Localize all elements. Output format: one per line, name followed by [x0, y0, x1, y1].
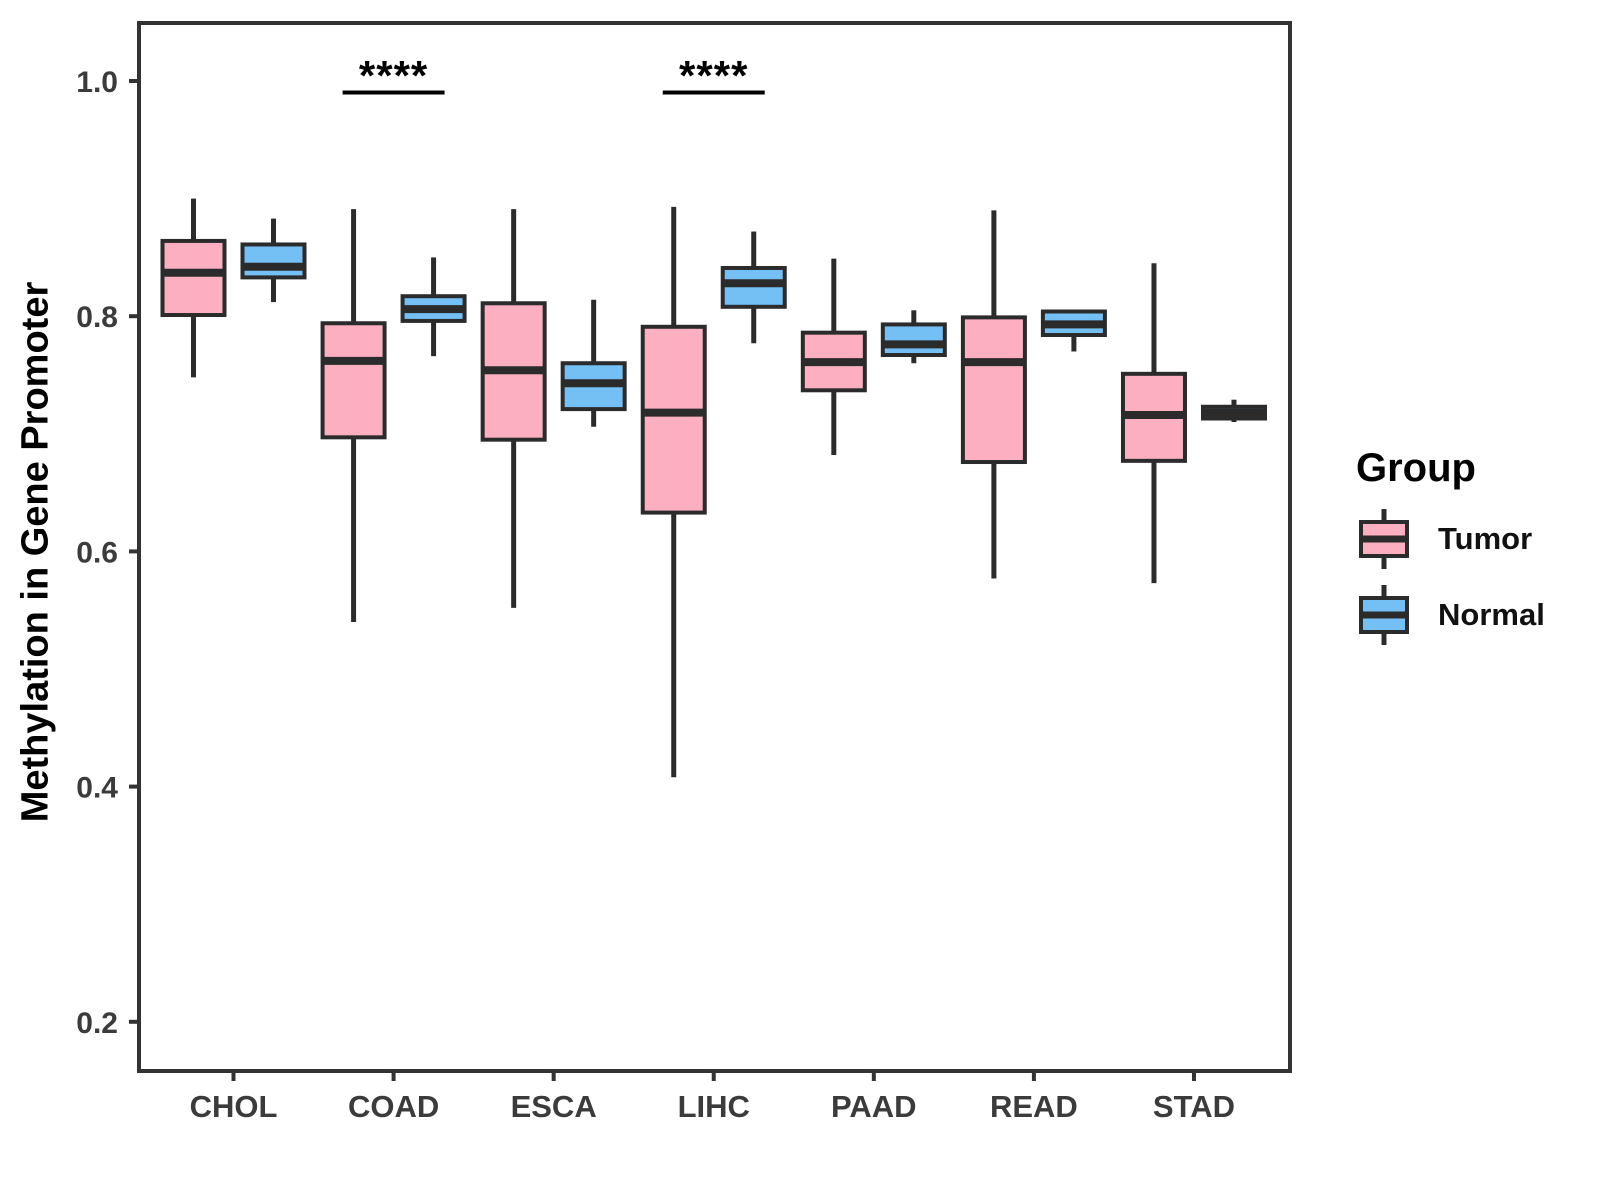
- x-tick-label-coad: COAD: [348, 1089, 439, 1124]
- normal-box-lihc: [720, 265, 787, 309]
- legend-key-tumor-icon: [1359, 509, 1409, 569]
- y-tick-label: 0.6: [76, 536, 118, 569]
- legend-item-tumor: Tumor: [1356, 507, 1545, 571]
- normal-box-chol: [240, 242, 307, 280]
- tumor-box-read: [960, 315, 1027, 465]
- y-tick-label: 0.2: [76, 1007, 118, 1040]
- y-tick-label: 0.4: [76, 772, 118, 805]
- y-tick-label: 1.0: [76, 66, 118, 99]
- legend-label-normal: Normal: [1438, 597, 1545, 632]
- legend-key-normal-icon: [1359, 585, 1409, 645]
- x-tick-label-lihc: LIHC: [678, 1089, 750, 1124]
- x-tick-label-read: READ: [990, 1089, 1078, 1124]
- tumor-box-lihc: [640, 324, 707, 515]
- legend-title: Group: [1356, 446, 1476, 490]
- legend: Group Tumor Normal: [1356, 446, 1545, 659]
- tumor-box-chol: [160, 238, 227, 318]
- tumor-box-coad: [320, 321, 387, 440]
- x-tick-label-paad: PAAD: [831, 1089, 917, 1124]
- x-tick-label-stad: STAD: [1153, 1089, 1235, 1124]
- legend-item-normal: Normal: [1356, 583, 1545, 647]
- normal-box-paad: [880, 322, 947, 358]
- y-tick-label: 0.8: [76, 301, 118, 334]
- panel-border: [137, 21, 1292, 1073]
- x-tick-label-esca: ESCA: [511, 1089, 597, 1124]
- legend-items: Tumor Normal: [1356, 507, 1545, 647]
- x-tick-label-chol: CHOL: [190, 1089, 278, 1124]
- y-axis-title: Methylation in Gene Promoter: [14, 281, 57, 823]
- legend-label-tumor: Tumor: [1438, 521, 1533, 556]
